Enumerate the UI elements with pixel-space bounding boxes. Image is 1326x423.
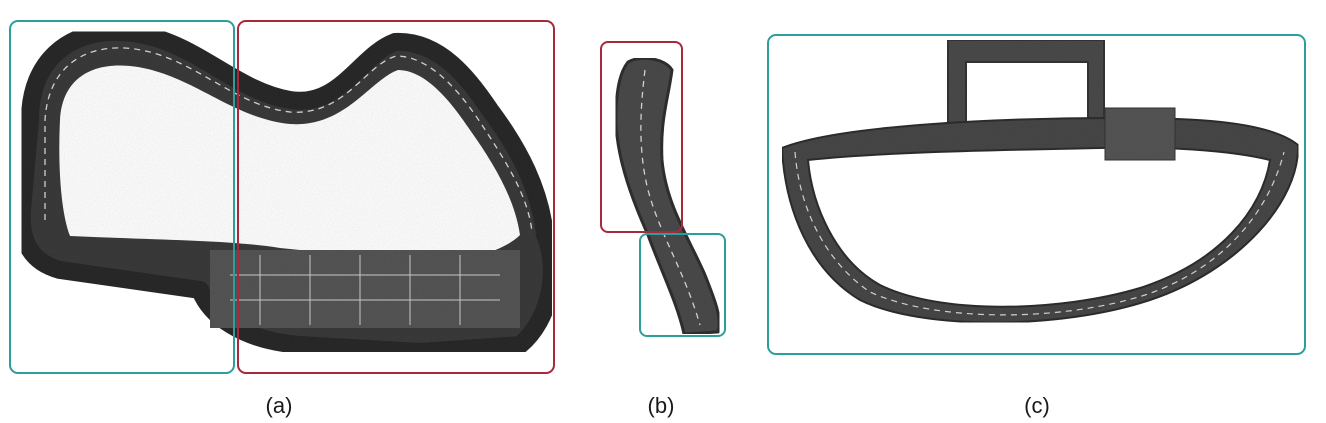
panel-b-red-box — [600, 41, 683, 233]
panel-c-top-loop — [947, 39, 1105, 126]
panel-b-road-strip — [614, 56, 721, 336]
panel-c-lane-marking — [794, 151, 1285, 316]
panel-a-parking-lot — [210, 250, 520, 328]
panel-a-parking-lines — [230, 255, 500, 325]
panel-c-road-map — [780, 39, 1300, 324]
panel-c-building-block — [1104, 107, 1176, 161]
panel-a-caption: (a) — [266, 393, 293, 418]
panel-a-inner-void — [59, 65, 520, 262]
panel-b-lane-marking — [640, 69, 701, 326]
panel-a: (a) — [9, 20, 561, 418]
panel-b: (b) — [600, 41, 726, 418]
panel-b-caption: (b) — [648, 393, 675, 418]
panel-b-teal-box — [639, 233, 726, 337]
panel-c-half-ring — [780, 116, 1300, 324]
panel-c: (c) — [767, 34, 1306, 418]
panel-a-lane-marking — [44, 47, 533, 233]
panel-a-road-map — [12, 22, 561, 361]
panel-c-caption: (c) — [1024, 393, 1050, 418]
panel-a-red-box — [237, 20, 555, 374]
panel-b-road-map — [614, 56, 721, 336]
panel-a-teal-box — [9, 20, 235, 374]
panel-c-teal-box — [767, 34, 1306, 355]
